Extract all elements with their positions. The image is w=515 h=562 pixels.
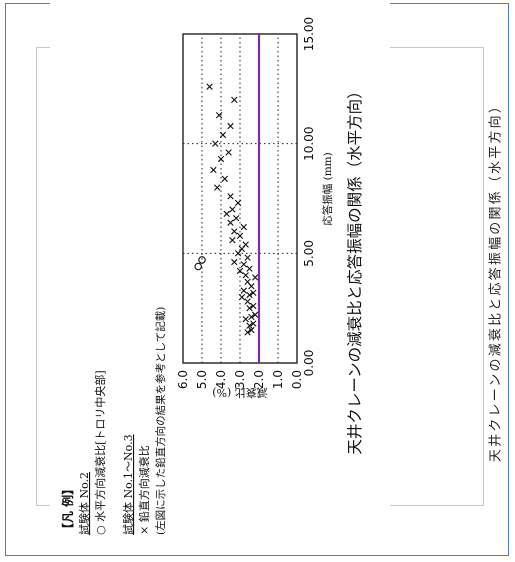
y-tick-label: 2.0 <box>252 370 266 389</box>
y-tick-label: 3.0 <box>233 370 247 389</box>
cross-point <box>248 313 255 321</box>
cross-point <box>215 111 223 119</box>
cross-point <box>236 232 244 239</box>
legend-cross-item: × 鉛直方向減衰比 <box>137 445 151 535</box>
cross-point <box>250 320 257 327</box>
legend-heading: 【凡 例】 <box>60 483 75 535</box>
cross-point <box>244 278 251 286</box>
side-caption: 天井クレーンの減衰比と応答振幅の関係（水平方向） <box>488 97 504 463</box>
y-tick-label: 4.0 <box>214 370 228 389</box>
cross-point <box>240 223 247 231</box>
cross-point <box>244 254 251 261</box>
cross-point <box>238 294 246 301</box>
cross-point <box>229 236 236 244</box>
cross-point <box>231 228 238 235</box>
cross-point <box>234 199 242 207</box>
cross-point <box>219 131 227 139</box>
x-axis-label: 応答振幅 (mm) <box>321 152 334 225</box>
cross-point <box>252 311 259 318</box>
cross-point <box>250 302 257 310</box>
y-tick-label: 5.0 <box>195 370 209 389</box>
cross-point <box>221 175 228 182</box>
y-tick-label: 1.0 <box>271 370 285 389</box>
chart-svg: 【凡 例】 試験体 No.2 ○ 水平方向減衰比[トロリ中央部] 試験体 No.… <box>60 17 364 535</box>
cross-point <box>240 287 247 294</box>
cross-point <box>229 206 236 213</box>
x-tick-label: 15.00 <box>302 17 316 51</box>
legend-circle-item: ○ 水平方向減衰比[トロリ中央部] <box>93 370 107 535</box>
rotated-scan: 【凡 例】 試験体 No.2 ○ 水平方向減衰比[トロリ中央部] 試験体 No.… <box>50 3 390 539</box>
x-tick-label: 0.00 <box>302 350 316 377</box>
cross-point <box>244 298 251 305</box>
cross-point <box>252 274 259 281</box>
cross-point <box>250 289 257 297</box>
cross-point <box>248 326 255 334</box>
legend-cross-note: (左図に示した鉛直方向の結果を参考として記載) <box>154 307 167 535</box>
cross-point <box>223 210 230 218</box>
cross-point <box>206 83 213 90</box>
cross-point <box>233 215 240 222</box>
legend: 【凡 例】 試験体 No.2 ○ 水平方向減衰比[トロリ中央部] 試験体 No.… <box>60 307 167 535</box>
circle-point <box>198 256 206 264</box>
cross-point <box>217 155 225 163</box>
circle-point <box>194 262 202 271</box>
cross-point <box>225 149 232 156</box>
cross-point <box>242 272 249 279</box>
cross-point <box>236 267 244 275</box>
cross-point <box>242 241 249 248</box>
plot-area: 0.00 5.00 10.00 15.00 0.0 1.0 2.0 3.0 4.0 5.0 6.0 <box>176 17 316 389</box>
cross-point <box>231 258 238 266</box>
cross-point <box>227 193 234 200</box>
cross-point <box>244 329 251 336</box>
y-tick-label: 6.0 <box>176 370 190 389</box>
cross-point <box>227 122 234 130</box>
x-tick-label: 5.00 <box>302 240 316 267</box>
legend-specimen1-3: 試験体 No.1〜No.3 <box>121 434 135 535</box>
cross-point <box>246 304 253 312</box>
y-tick-label: 0.0 <box>290 370 304 389</box>
cross-point <box>231 96 238 103</box>
cross-point <box>210 166 217 174</box>
cross-point <box>246 291 253 299</box>
cross-point <box>242 315 249 323</box>
cross-point <box>246 265 253 272</box>
chart-title: 天井クレーンの減衰比と応答振幅の関係（水平方向） <box>346 83 364 454</box>
legend-specimen2: 試験体 No.2 <box>77 472 91 535</box>
cross-point <box>246 322 253 329</box>
cross-point <box>214 184 221 191</box>
cross-point <box>227 219 234 226</box>
y-axis-label: 減衰比 (%) <box>212 386 268 400</box>
cross-point <box>212 140 219 147</box>
x-tick-label: 10.00 <box>302 126 316 160</box>
cross-point <box>240 261 247 268</box>
